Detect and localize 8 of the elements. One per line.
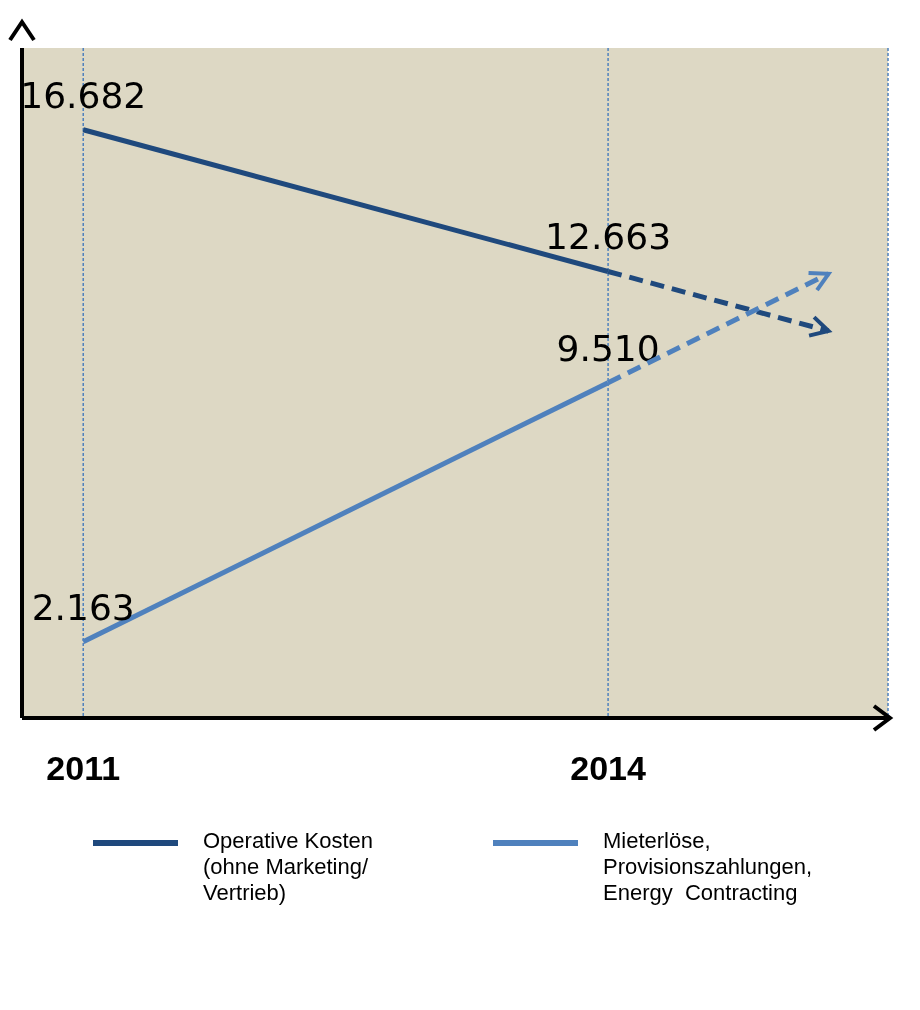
data-label: 2.163 — [31, 586, 135, 628]
data-label: 16.682 — [20, 74, 147, 116]
legend-label: Mieterlöse, Provisionszahlungen, Energy Contracting — [603, 828, 814, 906]
x-tick-label: 2014 — [570, 749, 646, 788]
data-label: 9.510 — [556, 327, 660, 369]
data-label: 12.663 — [545, 216, 672, 258]
legend-label: Operative Kosten (ohne Marketing/ Vertrieb) — [203, 828, 374, 906]
x-tick-label: 2011 — [46, 749, 121, 788]
